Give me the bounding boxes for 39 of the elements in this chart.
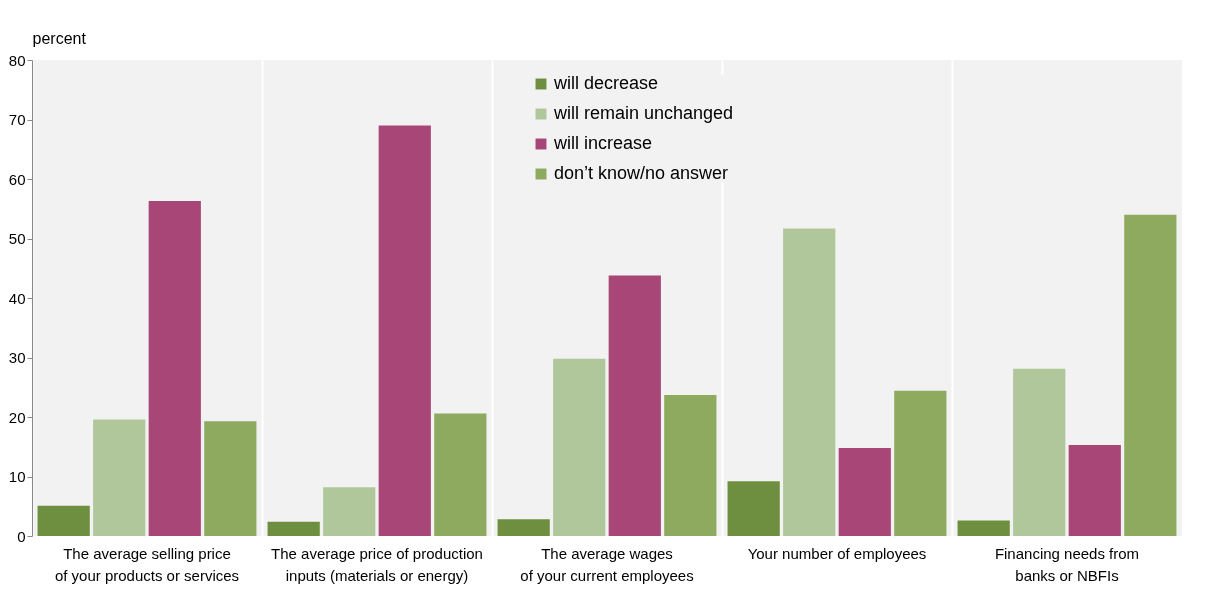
legend-label: will remain unchanged: [553, 103, 734, 123]
bar: [838, 447, 891, 536]
x-tick-label: The average price of production inputs (materials or energy): [271, 544, 483, 584]
bar: [664, 394, 717, 536]
y-tick-label: 40: [8, 289, 26, 307]
bar: [1013, 368, 1066, 536]
bar: [497, 519, 550, 536]
bar: [957, 520, 1010, 536]
bar: [553, 358, 606, 536]
legend-label: don’t know/no answer: [554, 163, 729, 183]
bar: [1068, 444, 1121, 536]
bar: [204, 421, 257, 536]
bar: [434, 413, 487, 536]
bar: [148, 201, 201, 536]
bar: [1124, 214, 1177, 536]
y-axis-title: percent: [32, 29, 87, 47]
bar: [323, 487, 376, 536]
y-tick-label: 10: [8, 468, 26, 485]
y-tick-label: 0: [17, 527, 26, 545]
x-tick-label: The average wages of your current employees: [520, 544, 694, 584]
y-tick-label: 60: [8, 170, 26, 188]
x-tick-label: Your number of employees: [747, 544, 927, 562]
legend-label: will decrease: [553, 73, 659, 93]
legend-label: will increase: [553, 133, 653, 153]
y-tick-label: 30: [8, 349, 26, 366]
bar: [37, 505, 90, 536]
bar: [267, 521, 320, 536]
bar: [378, 125, 431, 536]
bar: [894, 390, 947, 536]
bar: [608, 275, 661, 536]
y-tick-label: 70: [8, 111, 26, 128]
bar: [783, 228, 836, 536]
x-tick-label: The average selling price of your products or services: [54, 544, 240, 584]
y-tick-label: 20: [8, 408, 26, 426]
y-tick-label: 80: [8, 51, 26, 69]
bar: [93, 419, 146, 536]
y-tick-label: 50: [8, 230, 26, 247]
x-tick-label: Financing needs from banks or NBFIs: [994, 544, 1140, 584]
bar: [727, 481, 780, 536]
